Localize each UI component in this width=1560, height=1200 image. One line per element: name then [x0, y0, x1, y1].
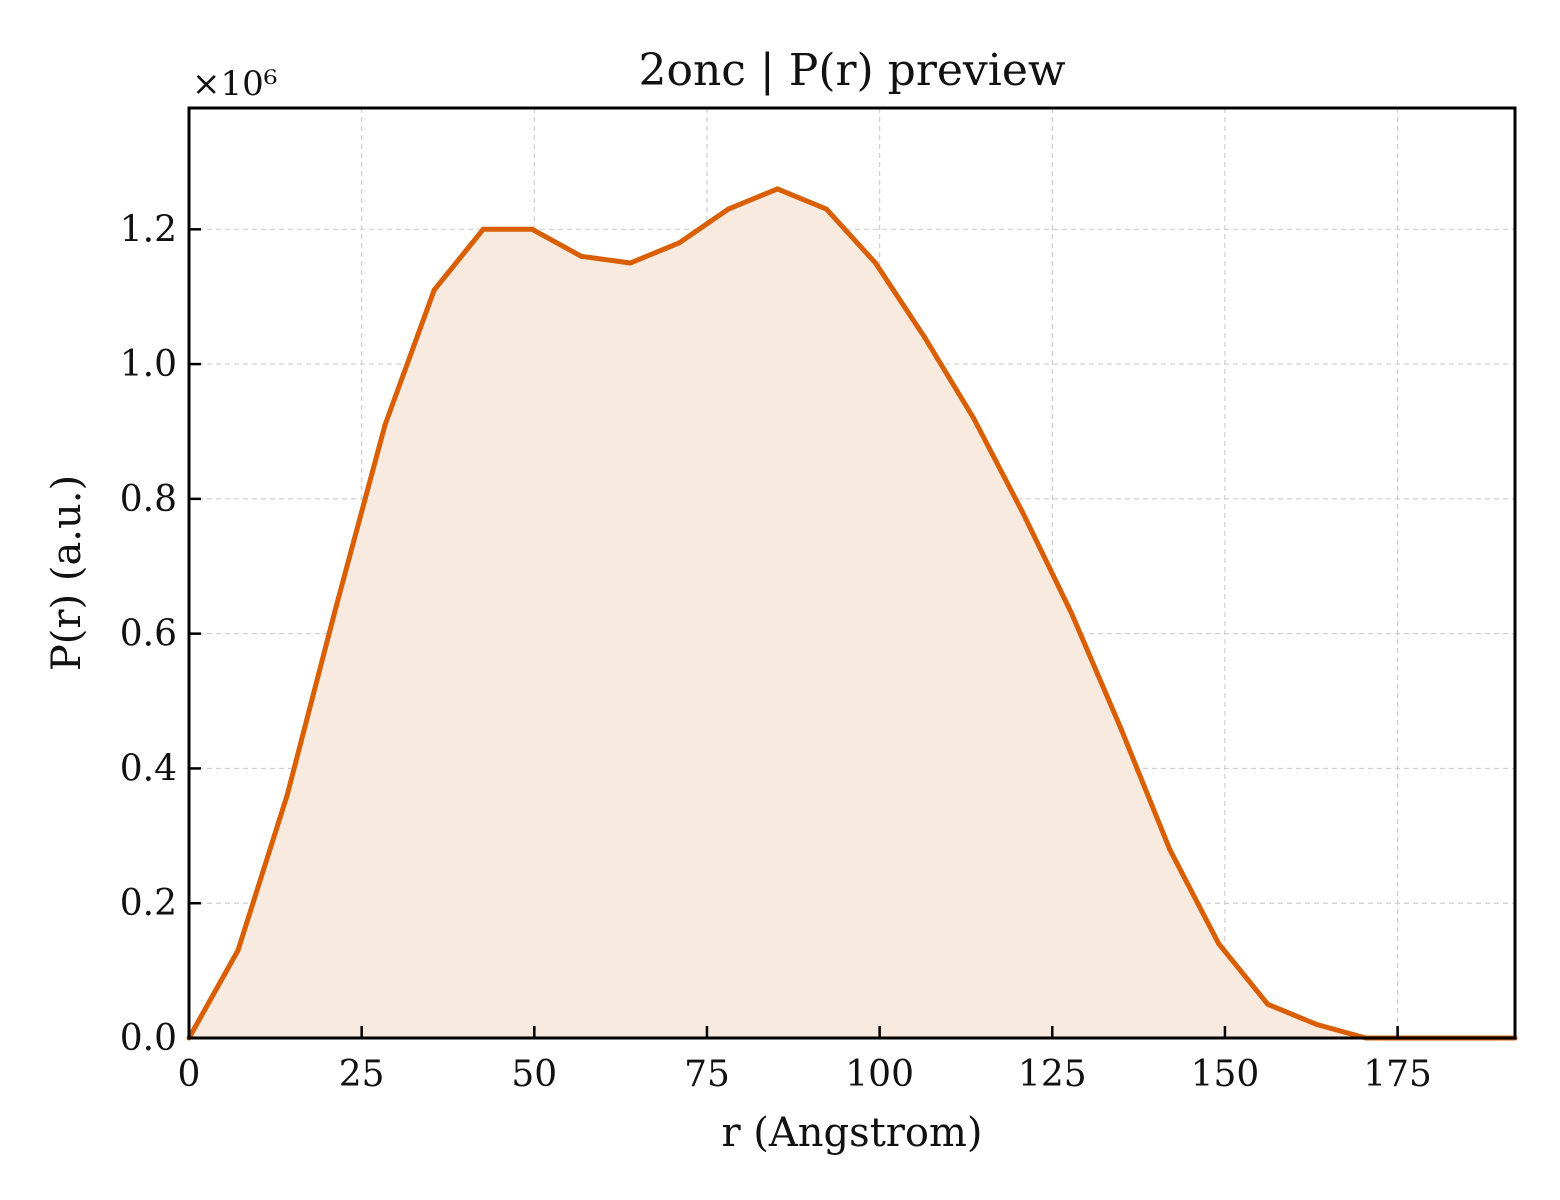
data-point [333, 604, 339, 610]
data-point [676, 240, 682, 246]
x-tick-label: 150 [1191, 1054, 1260, 1095]
y-tick-label: 1.2 [120, 209, 177, 250]
data-point [578, 253, 584, 259]
y-tick-label: 0.4 [120, 748, 177, 789]
ticks-layer: 0 25 50 75 100 125 150 175 0.0 0.2 0.4 0.6 0.8 1.0 1.2 [120, 209, 1432, 1095]
x-tick-label: 100 [845, 1054, 914, 1095]
x-tick-label: 175 [1363, 1054, 1432, 1095]
y-tick-label: 0.8 [120, 479, 177, 520]
data-point [1118, 725, 1124, 731]
y-tick-label: 0.6 [120, 614, 177, 655]
data-point [1167, 846, 1173, 852]
y-multiplier-label: ×10⁶ [192, 64, 277, 104]
data-point [774, 186, 780, 192]
data-point [823, 206, 829, 212]
data-point [235, 947, 241, 953]
data-point [1216, 941, 1222, 947]
y-tick-label: 1.0 [120, 344, 177, 385]
data-point [1020, 509, 1026, 515]
x-tick-label: 125 [1018, 1054, 1087, 1095]
data-point [480, 226, 486, 232]
x-tick-label: 75 [684, 1054, 730, 1095]
data-point [431, 287, 437, 293]
data-point [1069, 610, 1075, 616]
data-point [1265, 1001, 1271, 1007]
x-tick-label: 0 [178, 1054, 201, 1095]
area-fill [189, 188, 1515, 1038]
data-point [873, 260, 878, 266]
data-point [529, 226, 535, 232]
x-tick-label: 50 [511, 1054, 557, 1095]
chart-title: 2onc | P(r) preview [638, 45, 1065, 96]
series-line [186, 186, 1515, 1041]
data-point [971, 415, 976, 421]
data-point [382, 422, 388, 428]
data-point [725, 206, 731, 212]
plot-frame [187, 106, 1517, 1040]
data-point [922, 334, 927, 340]
x-axis-label: r (Angstrom) [721, 1110, 982, 1156]
y-tick-label: 0.2 [120, 883, 177, 924]
x-tick-label: 25 [339, 1054, 385, 1095]
data-point [627, 260, 633, 266]
y-axis-label: P(r) (a.u.) [44, 475, 90, 671]
data-point [284, 792, 290, 798]
y-tick-label: 0.0 [120, 1018, 177, 1059]
data-point [1314, 1022, 1320, 1027]
